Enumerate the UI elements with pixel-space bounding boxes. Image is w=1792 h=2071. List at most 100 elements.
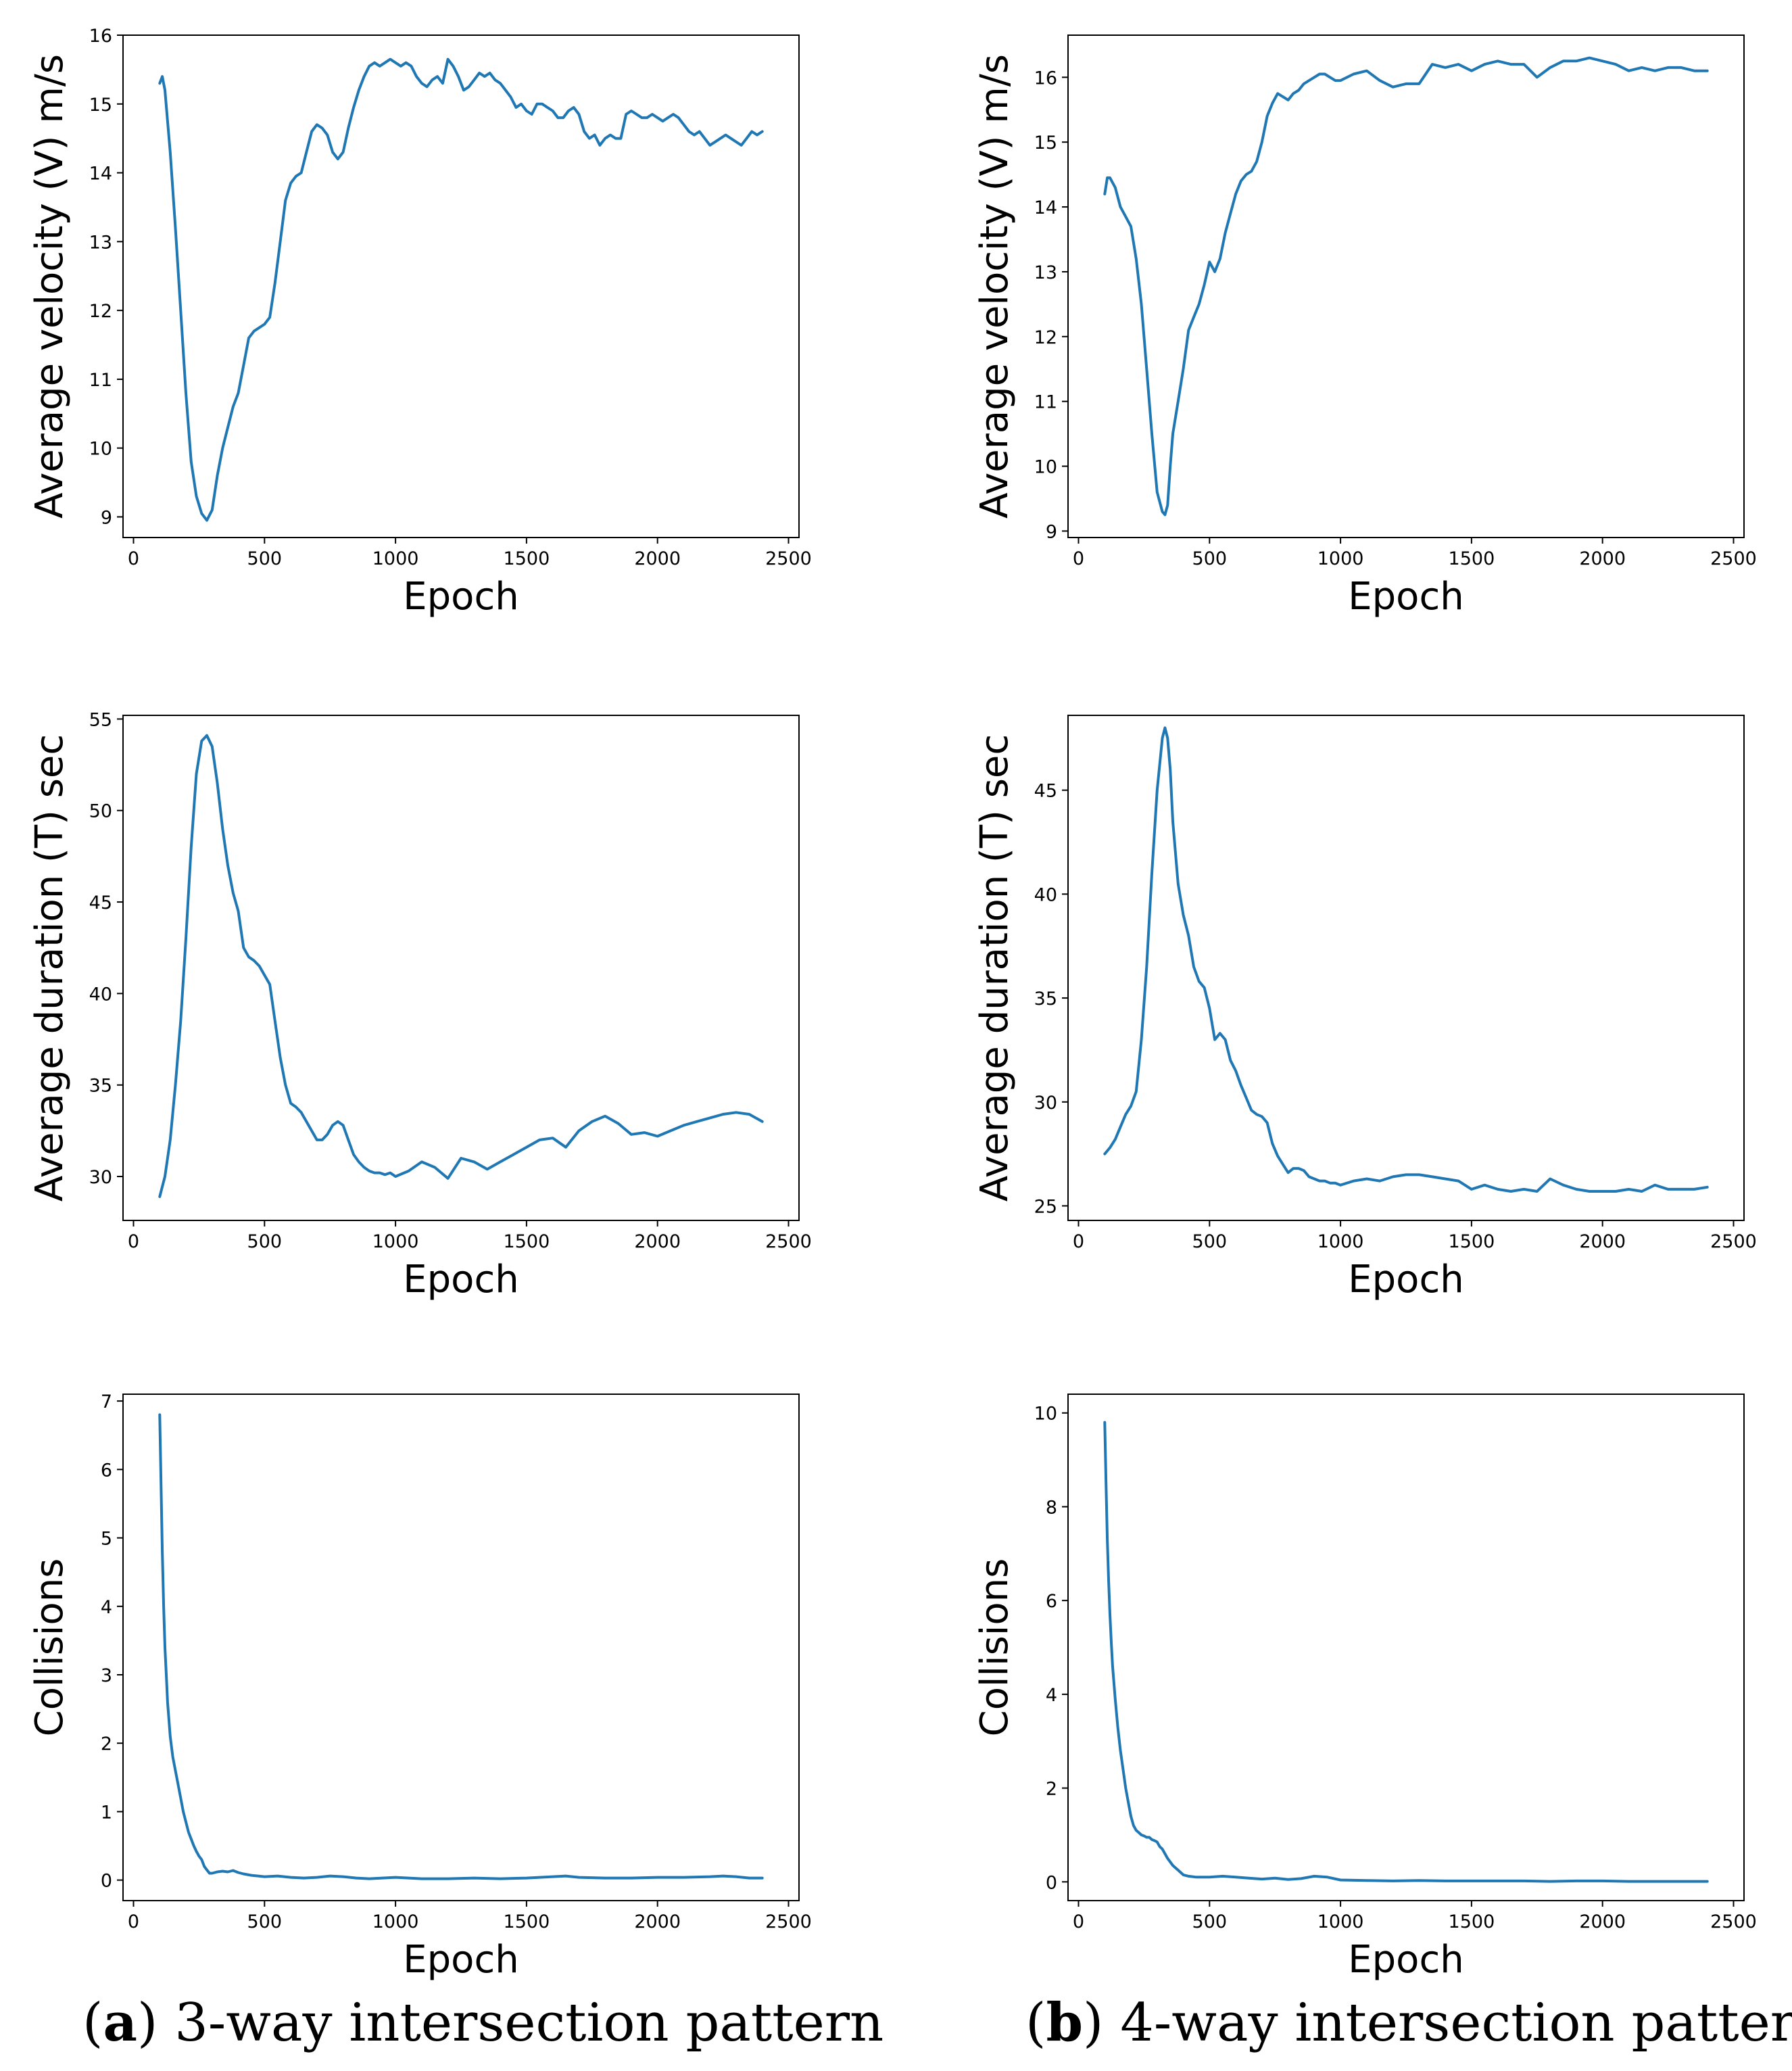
y-tick-label: 4 [101, 1597, 112, 1618]
y-tick-label: 5 [101, 1529, 112, 1550]
x-tick-label: 1000 [1317, 548, 1364, 569]
x-tick-label: 2500 [765, 1911, 812, 1932]
x-axis-label: Epoch [1348, 1258, 1463, 1302]
y-tick-label: 9 [101, 507, 112, 528]
y-tick-label: 11 [89, 370, 112, 391]
plot-frame [1067, 1394, 1745, 1901]
plot-frame [1067, 34, 1745, 538]
y-tick-label: 4 [1046, 1685, 1057, 1706]
x-tick-label: 2500 [765, 548, 812, 569]
y-tick-label: 12 [1034, 327, 1057, 348]
series-line [1103, 1421, 1709, 1883]
x-tick-label: 1000 [1317, 1911, 1364, 1932]
y-tick-label: 35 [89, 1076, 112, 1097]
y-tick-label: 45 [1034, 781, 1057, 802]
x-axis-label: Epoch [1348, 1938, 1463, 1982]
caption-letter-a: ( [82, 1993, 103, 2053]
y-tick-label: 35 [1034, 989, 1057, 1009]
x-axis-label: Epoch [403, 575, 518, 619]
x-tick-label: 1500 [504, 548, 550, 569]
x-tick-label: 0 [128, 548, 139, 569]
x-tick-label: 0 [1073, 1911, 1084, 1932]
x-tick-label: 2500 [1710, 1231, 1757, 1252]
x-tick-label: 2000 [634, 548, 681, 569]
y-tick-label: 14 [89, 164, 112, 185]
chart-panel-5: 0 500 1000 1500 2000 2500 0 1 2 3 4 5 6 7 Epoch Collisi… [28, 1391, 812, 1982]
x-tick-label: 1000 [1317, 1231, 1364, 1252]
y-tick-label: 15 [1034, 133, 1057, 153]
y-axis-label: Collisions [973, 1558, 1017, 1737]
caption-right: (b) 4-way intersection pattern [1025, 1992, 1792, 2053]
chart-panel-6: 0 500 1000 1500 2000 2500 0 2 4 6 8 10 Epoch Collisio… [973, 1394, 1757, 1982]
x-tick-label: 1000 [372, 1231, 419, 1252]
x-axis-label: Epoch [403, 1938, 518, 1982]
series-line [158, 734, 764, 1198]
x-tick-label: 2500 [1710, 1911, 1757, 1932]
y-tick-label: 25 [1034, 1196, 1057, 1217]
svg-text:(b) 4-way intersection pattern: (b) 4-way intersection pattern [1025, 1992, 1792, 2053]
x-tick-label: 500 [247, 1231, 283, 1252]
x-tick-label: 500 [247, 1911, 283, 1932]
y-tick-label: 15 [89, 95, 112, 116]
caption-left: (a) 3-way intersection pattern [82, 1992, 883, 2053]
caption-letter-b-bold: b [1046, 1992, 1083, 2053]
y-tick-label: 50 [89, 801, 112, 822]
x-axis-label: Epoch [1348, 575, 1463, 619]
y-tick-label: 40 [89, 984, 112, 1005]
y-tick-label: 7 [101, 1391, 112, 1412]
x-tick-label: 2000 [1579, 548, 1626, 569]
y-tick-label: 8 [1046, 1497, 1057, 1518]
y-tick-label: 6 [101, 1460, 112, 1481]
y-tick-label: 45 [89, 892, 112, 913]
y-tick-label: 14 [1034, 197, 1057, 218]
x-tick-label: 2000 [634, 1911, 681, 1932]
caption-text-b: 4-way intersection pattern [1120, 1993, 1792, 2053]
y-tick-label: 10 [89, 439, 112, 460]
y-axis-label: Collisions [28, 1558, 72, 1737]
x-tick-label: 2500 [1710, 548, 1757, 569]
series-line [158, 57, 764, 522]
x-tick-label: 2000 [1579, 1231, 1626, 1252]
y-tick-label: 3 [101, 1665, 112, 1686]
chart-panel-1: 0 500 1000 1500 2000 2500 9 10 11 12 13 14 15 16 Epoch… [28, 26, 812, 619]
x-tick-label: 0 [128, 1911, 139, 1932]
y-tick-label: 6 [1046, 1591, 1057, 1612]
y-tick-label: 2 [101, 1734, 112, 1755]
y-tick-label: 11 [1034, 392, 1057, 413]
x-tick-label: 2000 [634, 1231, 681, 1252]
svg-text:(a) 3-way intersection pattern: (a) 3-way intersection pattern [82, 1992, 883, 2053]
series-line [1103, 726, 1709, 1193]
x-tick-label: 1500 [1449, 548, 1495, 569]
x-tick-label: 500 [1192, 548, 1228, 569]
y-axis-label: Average velocity (V) m/s [973, 54, 1017, 519]
x-tick-label: 1000 [372, 548, 419, 569]
plot-frame [122, 34, 800, 538]
y-axis-label: Average duration (T) sec [973, 734, 1017, 1201]
x-tick-label: 0 [1073, 1231, 1084, 1252]
chart-panel-4: 0 500 1000 1500 2000 2500 25 30 35 40 45 Epoch Avera… [973, 715, 1757, 1302]
y-tick-label: 12 [89, 301, 112, 322]
y-tick-label: 2 [1046, 1779, 1057, 1800]
y-tick-label: 40 [1034, 884, 1057, 905]
caption-text-a: 3-way intersection pattern [174, 1993, 883, 2053]
x-tick-label: 500 [1192, 1231, 1228, 1252]
caption-letter-a-bold: a [103, 1992, 137, 2053]
x-tick-label: 2500 [765, 1231, 812, 1252]
plot-frame [122, 1394, 800, 1901]
x-axis-label: Epoch [403, 1258, 518, 1302]
x-tick-label: 1500 [1449, 1231, 1495, 1252]
y-tick-label: 9 [1046, 521, 1057, 542]
y-tick-label: 30 [89, 1167, 112, 1188]
x-tick-label: 500 [247, 548, 283, 569]
y-tick-label: 0 [1046, 1872, 1057, 1893]
x-tick-label: 2000 [1579, 1911, 1626, 1932]
chart-panel-3: 0 500 1000 1500 2000 2500 30 35 40 45 50 55 Epoch Ave… [28, 709, 812, 1302]
y-tick-label: 16 [89, 26, 112, 47]
y-tick-label: 10 [1034, 1404, 1057, 1425]
plot-frame [1067, 715, 1745, 1221]
y-tick-label: 13 [1034, 262, 1057, 283]
y-tick-label: 10 [1034, 457, 1057, 478]
chart-panel-2: 0 500 1000 1500 2000 2500 9 10 11 12 13 14 15 16 Epoch… [973, 34, 1757, 619]
y-tick-label: 30 [1034, 1093, 1057, 1114]
